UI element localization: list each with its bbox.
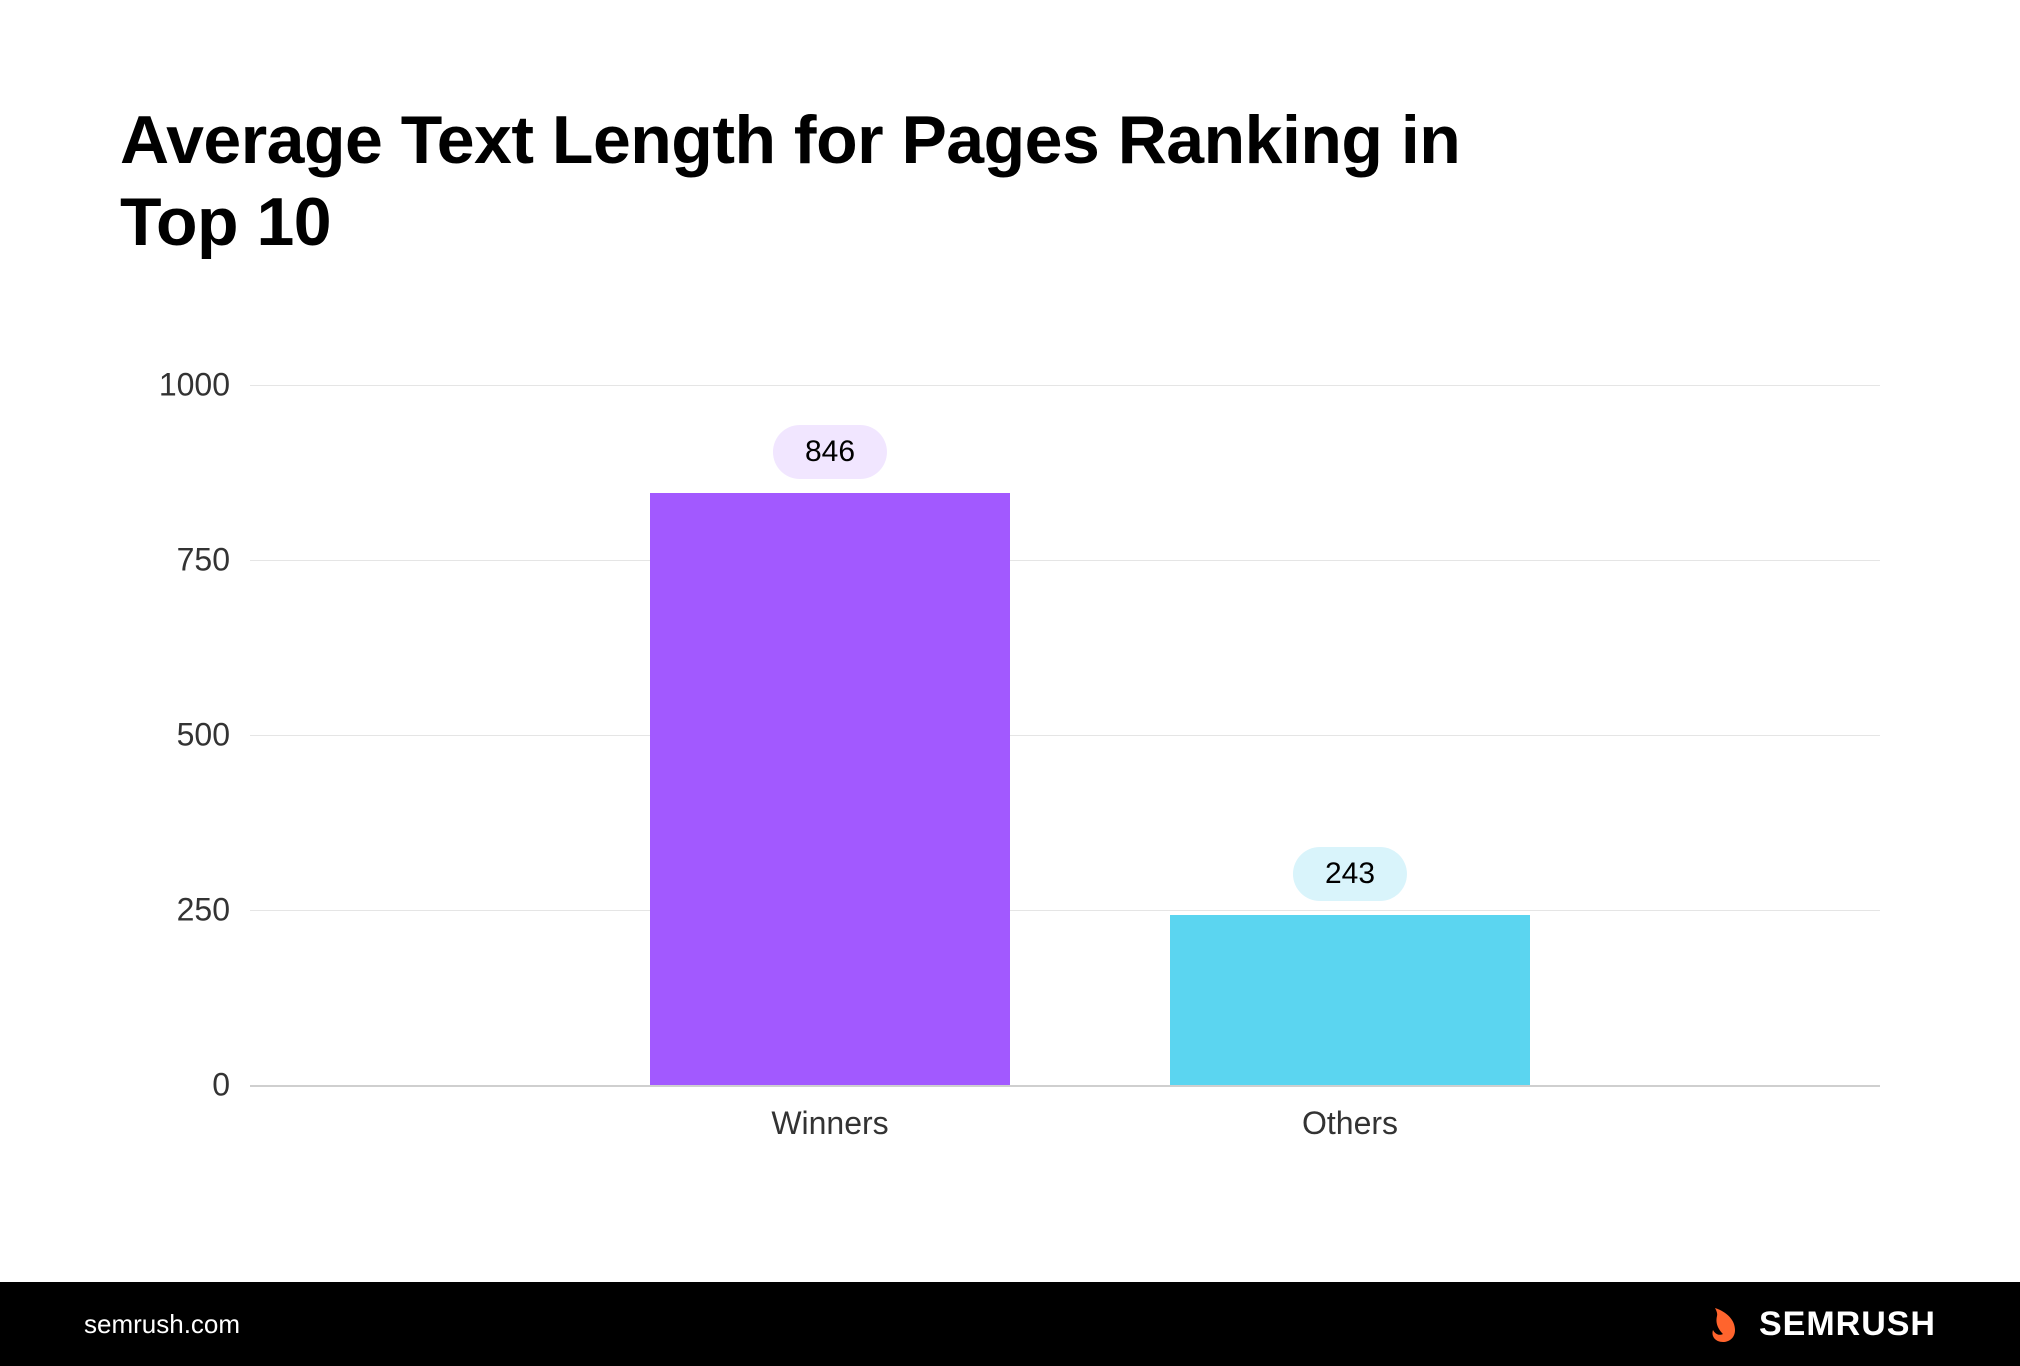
x-tick-label: Others: [1302, 1105, 1398, 1142]
y-tick-label: 750: [120, 542, 230, 579]
bar: [650, 493, 1010, 1085]
bar-group: 243: [1170, 385, 1530, 1085]
flame-icon: [1701, 1302, 1745, 1346]
gridline: [250, 560, 1880, 561]
chart: 02505007501000846Winners243Others: [120, 385, 1880, 1145]
footer-brand: SEMRUSH: [1701, 1302, 1936, 1346]
gridline: [250, 735, 1880, 736]
bar-group: 846: [650, 385, 1010, 1085]
x-tick-label: Winners: [771, 1105, 888, 1142]
footer: semrush.com SEMRUSH: [0, 1282, 2020, 1366]
y-tick-label: 1000: [120, 367, 230, 404]
y-tick-label: 0: [120, 1067, 230, 1104]
bar-value-label: 243: [1293, 847, 1407, 901]
gridline: [250, 385, 1880, 386]
bar-value-label: 846: [773, 425, 887, 479]
baseline: [250, 1085, 1880, 1087]
footer-url: semrush.com: [84, 1309, 240, 1340]
gridline: [250, 910, 1880, 911]
y-tick-label: 250: [120, 892, 230, 929]
plot-area: 02505007501000846Winners243Others: [250, 385, 1880, 1085]
bar: [1170, 915, 1530, 1085]
y-tick-label: 500: [120, 717, 230, 754]
chart-title: Average Text Length for Pages Ranking in…: [120, 100, 1520, 263]
brand-text: SEMRUSH: [1759, 1305, 1936, 1344]
